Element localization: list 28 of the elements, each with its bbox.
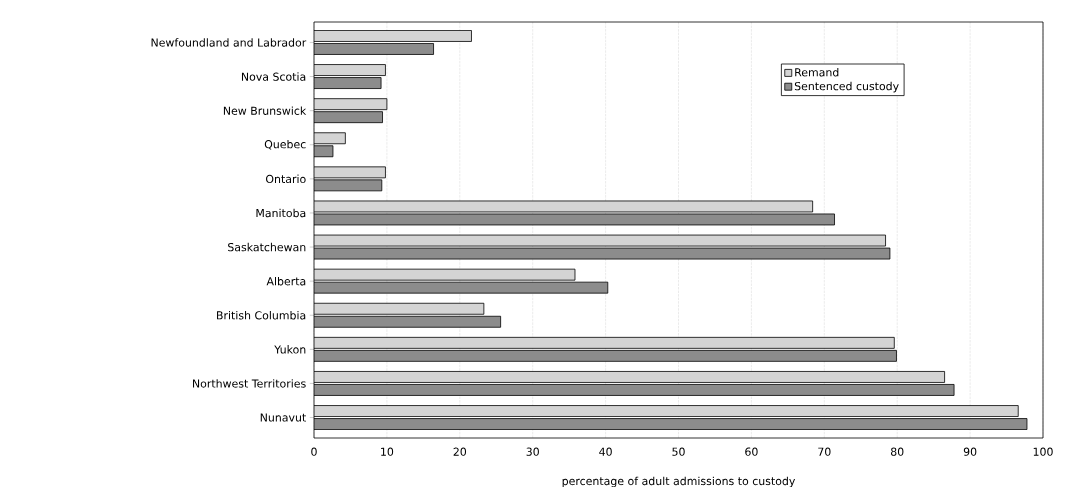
x-tick-label: 20: [453, 447, 467, 456]
y-tick-label: Nova Scotia: [241, 72, 306, 81]
y-tick-label: Newfoundland and Labrador: [151, 38, 307, 47]
x-tick-label: 80: [890, 447, 904, 456]
x-tick-label: 40: [599, 447, 612, 456]
x-tick-label: 90: [963, 447, 977, 456]
bar: [314, 418, 1028, 430]
y-tick-label: British Columbia: [217, 311, 306, 320]
x-tick-label: 0: [311, 447, 317, 456]
y-tick-label: Quebec: [264, 139, 306, 150]
bar: [314, 315, 502, 328]
y-tick-label: Northwest Territories: [193, 379, 306, 388]
x-tick-label: 10: [381, 447, 394, 456]
legend-label: Sentenced custody: [794, 81, 899, 93]
y-tick-label: Manitoba: [256, 208, 306, 218]
y-tick-label: Ontario: [266, 174, 306, 184]
x-axis-title: percentage of adult admissions to custody: [562, 476, 796, 487]
y-tick-label: Nunavut: [260, 413, 306, 422]
x-tick-label: 60: [745, 447, 758, 456]
x-tick-label: 100: [1033, 447, 1053, 456]
y-tick-label: Alberta: [266, 276, 306, 286]
x-tick-label: 70: [818, 447, 831, 456]
x-tick-label: 30: [526, 447, 539, 456]
y-tick-label: Yukon: [274, 345, 306, 354]
legend-label: Remand: [795, 67, 839, 77]
y-tick-label: Saskatchewan: [228, 242, 306, 252]
x-tick-label: 50: [672, 447, 685, 456]
y-tick-label: New Brunswick: [223, 106, 307, 115]
